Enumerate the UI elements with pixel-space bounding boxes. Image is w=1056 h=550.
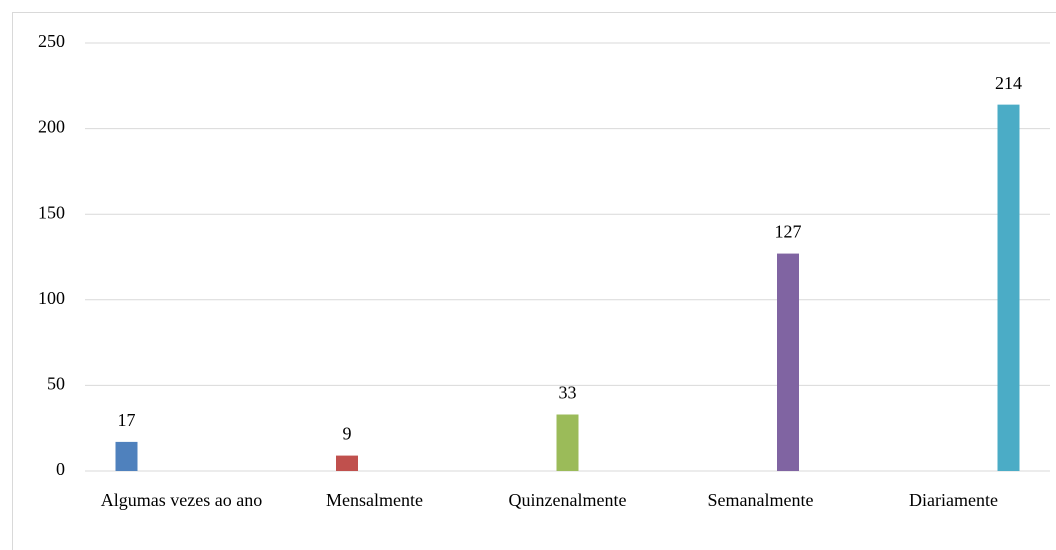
y-tick-label: 50: [47, 374, 65, 394]
data-label: 17: [118, 410, 136, 430]
x-tick-label: Semanalmente: [707, 490, 814, 510]
data-label: 214: [995, 73, 1022, 93]
x-tick-label: Mensalmente: [326, 490, 423, 510]
x-tick-label: Quinzenalmente: [508, 490, 627, 510]
y-tick-label: 0: [56, 459, 65, 479]
x-tick-label: Diariamente: [909, 490, 998, 510]
x-tick-label: Algumas vezes ao ano: [100, 490, 263, 510]
y-tick-label: 200: [38, 117, 65, 137]
y-tick-label: 100: [38, 288, 65, 308]
bar: [556, 414, 579, 471]
bar: [115, 441, 138, 471]
chart-border: [12, 12, 1056, 550]
bar: [336, 455, 358, 471]
y-tick-label: 250: [38, 31, 65, 51]
bar: [777, 253, 799, 471]
bar: [997, 104, 1020, 471]
data-label: 127: [775, 222, 802, 242]
data-label: 9: [343, 424, 352, 444]
y-tick-label: 150: [38, 202, 65, 222]
data-label: 33: [559, 383, 577, 403]
